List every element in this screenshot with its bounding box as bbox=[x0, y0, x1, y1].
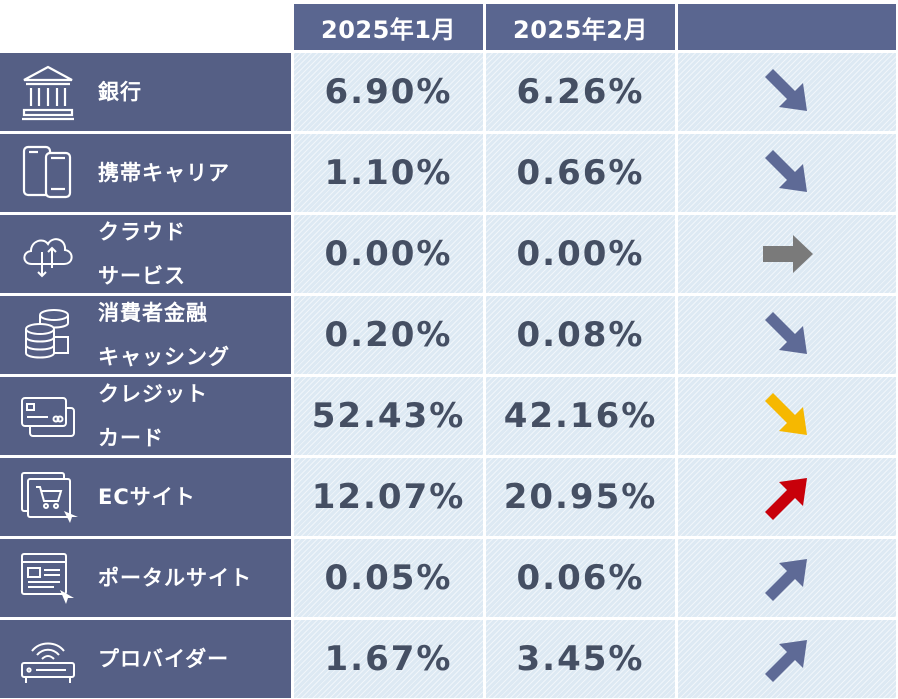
trend-cell bbox=[678, 215, 896, 293]
table-row: クラウド サービス 0.00% 0.00% bbox=[0, 215, 898, 293]
jan-value: 12.07% bbox=[294, 458, 483, 536]
feb-value: 3.45% bbox=[486, 620, 675, 698]
feb-value: 0.66% bbox=[486, 134, 675, 212]
shopping-cart-icon bbox=[21, 472, 78, 523]
credit-card-icon bbox=[21, 397, 75, 437]
row-label: 携帯キャリア bbox=[98, 161, 230, 185]
table-row: クレジット カード 52.43% 42.16% bbox=[0, 377, 898, 455]
table-row: ECサイト 12.07% 20.95% bbox=[0, 458, 898, 536]
jan-value: 1.10% bbox=[294, 134, 483, 212]
jan-value: 1.67% bbox=[294, 620, 483, 698]
header-feb: 2025年2月 bbox=[486, 4, 675, 50]
jan-value: 6.90% bbox=[294, 53, 483, 131]
trend-down-arrow-icon bbox=[765, 312, 807, 354]
trend-up-arrow-icon bbox=[765, 478, 807, 520]
row-label: プロバイダー bbox=[98, 647, 230, 671]
row-label: ポータルサイト bbox=[98, 566, 252, 590]
router-icon bbox=[21, 642, 75, 683]
row-label: 銀行 bbox=[98, 80, 142, 104]
row-label-cell: クレジット カード bbox=[0, 377, 291, 455]
web-portal-icon bbox=[21, 553, 74, 604]
jan-value: 52.43% bbox=[294, 377, 483, 455]
feb-value: 6.26% bbox=[486, 53, 675, 131]
trend-down-arrow-icon bbox=[765, 150, 807, 192]
table-row: 銀行 6.90% 6.26% bbox=[0, 53, 898, 131]
jan-value: 0.05% bbox=[294, 539, 483, 617]
table-header: 2025年1月 2025年2月 bbox=[0, 0, 898, 50]
header-trend bbox=[678, 4, 896, 50]
trend-up-arrow-icon bbox=[765, 559, 807, 601]
jan-value: 0.00% bbox=[294, 215, 483, 293]
bank-icon bbox=[22, 65, 74, 121]
trend-cell bbox=[678, 134, 896, 212]
row-label-line2: カード bbox=[98, 426, 164, 450]
row-label-cell: 消費者金融 キャッシング bbox=[0, 296, 291, 374]
table-row: 消費者金融 キャッシング 0.20% 0.08% bbox=[0, 296, 898, 374]
trend-cell bbox=[678, 539, 896, 617]
row-label-cell: ポータルサイト bbox=[0, 539, 291, 617]
cloud-icon bbox=[23, 238, 73, 278]
row-label-line2: キャッシング bbox=[98, 345, 230, 369]
trend-cell bbox=[678, 377, 896, 455]
jan-value: 0.20% bbox=[294, 296, 483, 374]
row-label-cell: プロバイダー bbox=[0, 620, 291, 698]
row-label: クラウド bbox=[98, 220, 186, 244]
trend-cell bbox=[678, 620, 896, 698]
trend-flat-arrow-icon bbox=[763, 235, 813, 273]
feb-value: 42.16% bbox=[486, 377, 675, 455]
trend-cell bbox=[678, 458, 896, 536]
table-row: プロバイダー 1.67% 3.45% bbox=[0, 620, 898, 698]
smartphone-icon bbox=[22, 145, 72, 199]
feb-value: 20.95% bbox=[486, 458, 675, 536]
feb-value: 0.08% bbox=[486, 296, 675, 374]
trend-down-arrow-icon bbox=[765, 69, 807, 111]
row-label-cell: ECサイト bbox=[0, 458, 291, 536]
row-label-cell: 銀行 bbox=[0, 53, 291, 131]
row-label-cell: クラウド サービス bbox=[0, 215, 291, 293]
table-row: ポータルサイト 0.05% 0.06% bbox=[0, 539, 898, 617]
row-label: クレジット bbox=[98, 382, 208, 406]
trend-cell bbox=[678, 296, 896, 374]
header-jan: 2025年1月 bbox=[294, 4, 483, 50]
feb-value: 0.00% bbox=[486, 215, 675, 293]
trend-cell bbox=[678, 53, 896, 131]
row-label-line2: サービス bbox=[98, 264, 186, 288]
row-label-cell: 携帯キャリア bbox=[0, 134, 291, 212]
table-row: 携帯キャリア 1.10% 0.66% bbox=[0, 134, 898, 212]
feb-value: 0.06% bbox=[486, 539, 675, 617]
row-label: 消費者金融 bbox=[98, 301, 208, 325]
row-label: ECサイト bbox=[98, 485, 196, 509]
coins-icon bbox=[25, 309, 69, 359]
trend-up-arrow-icon bbox=[765, 640, 807, 682]
trend-down-arrow-icon bbox=[765, 393, 807, 435]
